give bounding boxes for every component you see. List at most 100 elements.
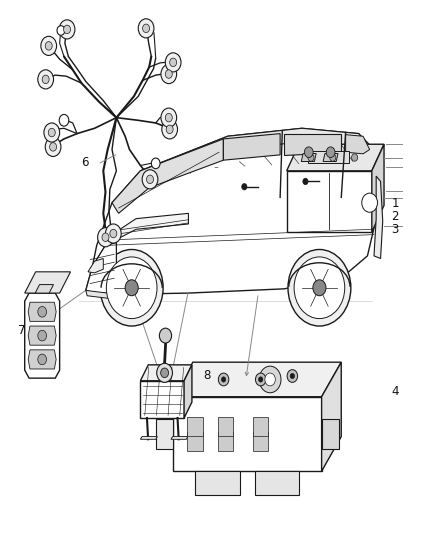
- Circle shape: [161, 368, 169, 377]
- Circle shape: [147, 175, 153, 183]
- Circle shape: [45, 42, 52, 50]
- Circle shape: [106, 257, 157, 319]
- Circle shape: [287, 369, 297, 382]
- Circle shape: [221, 377, 226, 382]
- Polygon shape: [255, 471, 299, 495]
- Polygon shape: [301, 154, 316, 161]
- Polygon shape: [173, 397, 321, 471]
- Text: 2: 2: [392, 210, 399, 223]
- Circle shape: [98, 228, 113, 247]
- Text: 6: 6: [81, 156, 89, 169]
- Circle shape: [44, 123, 60, 142]
- Polygon shape: [223, 134, 280, 160]
- Polygon shape: [28, 326, 56, 345]
- Circle shape: [308, 154, 314, 161]
- Circle shape: [125, 280, 138, 296]
- Circle shape: [165, 53, 181, 72]
- Polygon shape: [346, 135, 370, 154]
- Text: 4: 4: [392, 385, 399, 398]
- Circle shape: [352, 154, 358, 161]
- Circle shape: [166, 125, 173, 134]
- Circle shape: [110, 229, 117, 238]
- Polygon shape: [25, 293, 60, 378]
- Circle shape: [294, 257, 345, 319]
- Circle shape: [45, 138, 61, 157]
- Polygon shape: [287, 171, 372, 232]
- Circle shape: [143, 24, 150, 33]
- Polygon shape: [195, 471, 240, 495]
- Polygon shape: [287, 144, 384, 171]
- Polygon shape: [372, 144, 384, 232]
- Polygon shape: [92, 213, 188, 266]
- Text: 1: 1: [392, 197, 399, 211]
- Polygon shape: [86, 243, 117, 293]
- Polygon shape: [141, 381, 184, 418]
- Polygon shape: [112, 139, 223, 213]
- Circle shape: [161, 64, 177, 84]
- Circle shape: [330, 154, 336, 161]
- Circle shape: [165, 70, 172, 78]
- Circle shape: [38, 330, 46, 341]
- Circle shape: [259, 366, 281, 393]
- Polygon shape: [86, 290, 109, 298]
- Circle shape: [288, 249, 351, 326]
- Circle shape: [362, 193, 378, 212]
- Bar: [187, 417, 203, 436]
- Bar: [253, 417, 268, 436]
- Circle shape: [258, 377, 263, 382]
- Circle shape: [102, 233, 109, 241]
- Circle shape: [138, 19, 154, 38]
- Circle shape: [326, 147, 335, 158]
- Circle shape: [57, 26, 65, 35]
- Polygon shape: [28, 350, 56, 369]
- Polygon shape: [308, 151, 349, 163]
- Polygon shape: [321, 362, 341, 471]
- Text: 7: 7: [18, 324, 26, 337]
- Circle shape: [41, 36, 57, 55]
- Bar: [218, 417, 233, 436]
- Text: 3: 3: [392, 223, 399, 236]
- Bar: [253, 432, 268, 451]
- Circle shape: [142, 169, 158, 189]
- Circle shape: [48, 128, 55, 137]
- Circle shape: [303, 178, 308, 184]
- Circle shape: [59, 20, 75, 39]
- Circle shape: [304, 147, 313, 158]
- Circle shape: [100, 249, 163, 326]
- Circle shape: [219, 373, 229, 386]
- Polygon shape: [88, 259, 103, 273]
- Polygon shape: [321, 419, 339, 449]
- Circle shape: [159, 328, 172, 343]
- Polygon shape: [141, 437, 157, 439]
- Circle shape: [157, 364, 173, 382]
- Circle shape: [242, 183, 247, 190]
- Polygon shape: [141, 365, 192, 381]
- Circle shape: [38, 354, 46, 365]
- Polygon shape: [25, 272, 71, 293]
- Circle shape: [313, 280, 326, 296]
- Circle shape: [290, 373, 294, 378]
- Circle shape: [49, 143, 57, 151]
- Circle shape: [255, 373, 266, 386]
- Circle shape: [165, 114, 172, 122]
- Circle shape: [64, 25, 71, 34]
- Polygon shape: [285, 134, 341, 155]
- Polygon shape: [374, 176, 383, 259]
- Polygon shape: [35, 285, 53, 293]
- Bar: [187, 432, 203, 451]
- Circle shape: [151, 158, 160, 168]
- Circle shape: [38, 70, 53, 89]
- Polygon shape: [184, 365, 192, 418]
- Circle shape: [265, 373, 276, 386]
- Circle shape: [161, 108, 177, 127]
- Polygon shape: [323, 154, 338, 161]
- Polygon shape: [155, 419, 173, 449]
- Circle shape: [162, 120, 177, 139]
- Text: 8: 8: [204, 369, 211, 382]
- Circle shape: [38, 306, 46, 317]
- Circle shape: [42, 75, 49, 84]
- Circle shape: [59, 115, 69, 126]
- Circle shape: [106, 224, 121, 243]
- Polygon shape: [171, 437, 188, 439]
- Polygon shape: [141, 128, 376, 184]
